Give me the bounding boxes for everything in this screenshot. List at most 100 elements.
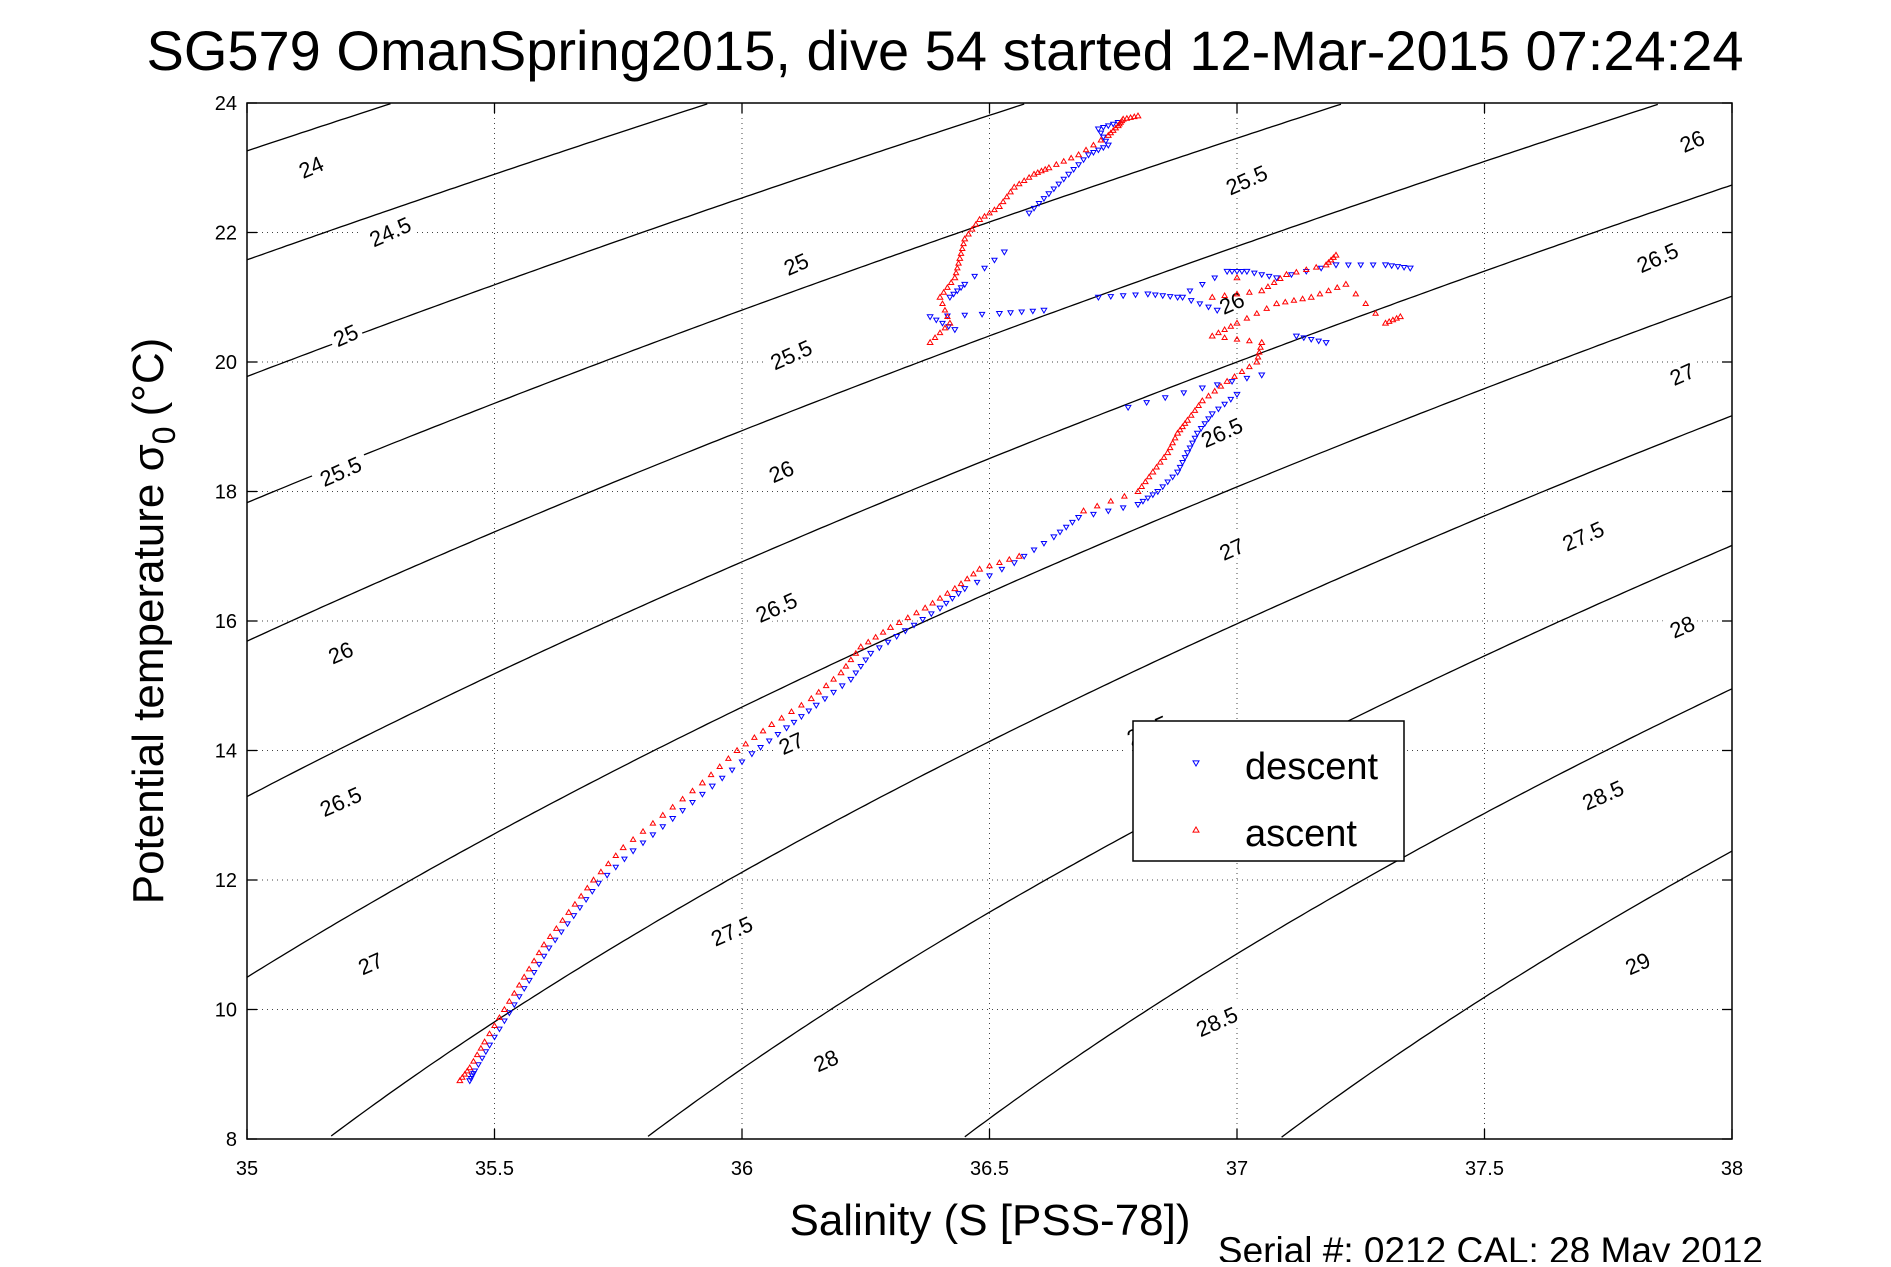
descent-point-fill-40-2 (1055, 181, 1063, 188)
ascent-point-fill-19-3 (1005, 555, 1013, 562)
ascent-point-40 (936, 293, 944, 300)
descent-point-fill-1-3 (482, 1049, 490, 1056)
ascent-point-fill-49-2 (1089, 141, 1097, 148)
descent-point-fill-39-2 (1035, 201, 1043, 207)
ascent-point-fill-41-1 (952, 269, 960, 276)
ascent-point-5 (540, 940, 548, 948)
y-tick-label-5: 18 (215, 482, 237, 504)
ascent-point-fill-30-1 (1245, 337, 1253, 344)
descent-point-fill-27-1 (1214, 406, 1222, 413)
descent-point-fill-51-3 (1317, 265, 1325, 272)
descent-point-40 (1045, 191, 1053, 198)
ascent-point-fill-4-1 (525, 965, 533, 972)
descent-point-fill-14-1 (852, 670, 860, 677)
ascent-point-fill-33-2 (1290, 296, 1298, 303)
ascent-point-31 (1208, 332, 1216, 339)
ascent-point-fill-32-1 (1243, 314, 1251, 321)
ascent-point-fill-50-3 (1112, 124, 1120, 131)
ascent-point-54 (1208, 293, 1216, 300)
ascent-point-fill-48-3 (1067, 154, 1075, 161)
descent-point-5 (545, 945, 553, 952)
contour-line-sigma-24-5 (246, 103, 708, 261)
ascent-point-fill-31-2 (1221, 326, 1229, 332)
ascent-point-fill-14-3 (852, 649, 860, 656)
ascent-point-59 (1233, 274, 1241, 281)
ascent-point-fill-3-2 (510, 989, 518, 996)
ascent-point-fill-54-3 (1245, 288, 1253, 295)
contour-label-bg-14 (1215, 156, 1277, 202)
ascent-point-0 (456, 1076, 464, 1084)
ascent-point-2 (480, 1038, 489, 1045)
ascent-point-fill-24-3 (1171, 434, 1179, 441)
ascent-point-fill-11-2 (750, 733, 758, 740)
contour-label-bg-8 (760, 331, 822, 377)
descent-point-fill-41-2 (1075, 162, 1083, 169)
ascent-point-fill-52-3 (1130, 113, 1138, 120)
ascent-point-fill-52-1 (1123, 114, 1131, 121)
descent-point-fill-49-3 (1238, 269, 1246, 275)
ascent-point-fill-12-2 (788, 708, 795, 714)
descent-point-fill-29-3 (1180, 390, 1188, 397)
descent-point-6 (570, 913, 578, 920)
descent-point-44 (1094, 126, 1103, 133)
ascent-point-fill-21-1 (1093, 502, 1101, 509)
ascent-point-44 (975, 215, 984, 223)
ascent-point-fill-25-3 (1181, 419, 1189, 426)
descent-point-49 (1223, 268, 1231, 276)
ascent-point-fill-23-2 (1156, 458, 1164, 465)
descent-point-fill-6-3 (588, 889, 596, 895)
descent-point-fill-7-1 (603, 872, 611, 879)
ascent-point-fill-41-2 (953, 264, 961, 271)
ascent-point-fill-26-1 (1187, 411, 1195, 418)
y-tick-label-4: 16 (215, 611, 237, 633)
ascent-point-fill-30-3 (1221, 334, 1229, 341)
ascent-point-fill-8-2 (639, 827, 647, 834)
ascent-point-7 (589, 876, 598, 883)
ascent-point-fill-55-2 (1270, 279, 1278, 286)
ascent-point-fill-31-3 (1227, 322, 1235, 329)
ascent-point-fill-42-1 (957, 249, 965, 256)
ascent-point-fill-43-2 (968, 225, 976, 232)
descent-point-fill-51-1 (1287, 272, 1295, 279)
contour-label-bg-13 (805, 1042, 845, 1077)
descent-point-11 (748, 751, 756, 758)
ascent-point-fill-26-3 (1195, 402, 1203, 409)
descent-point-55 (1292, 333, 1301, 340)
contour-label-12: 27.5 (700, 907, 762, 953)
ascent-point-fill-38-3 (941, 324, 949, 331)
ascent-point-45 (995, 202, 1004, 210)
descent-point-fill-46-1 (1107, 294, 1115, 301)
descent-point-32 (951, 327, 959, 334)
x-tick-label-1: 35.5 (475, 1158, 514, 1180)
y-tick-label-0: 8 (226, 1129, 237, 1151)
descent-point-fill-13-2 (830, 689, 838, 696)
ascent-point-fill-46-1 (1015, 180, 1023, 187)
ascent-point-fill-15-2 (872, 633, 880, 640)
descent-point-fill-26-1 (1197, 426, 1205, 432)
descent-point-fill-53-1 (1388, 263, 1396, 270)
descent-point-30 (1198, 385, 1207, 392)
descent-point-fill-2-2 (495, 1026, 503, 1033)
ascent-point-fill-38-2 (936, 329, 944, 336)
descent-point-fill-40-1 (1050, 186, 1058, 193)
contour-line-sigma-26-5 (246, 184, 1733, 798)
ascent-point-30 (1258, 338, 1266, 346)
ascent-point-fill-44-2 (986, 209, 993, 216)
ascent-point-fill-2-1 (486, 1030, 494, 1037)
ascent-point-fill-39-2 (941, 306, 949, 313)
descent-point-fill-52-1 (1344, 262, 1352, 269)
contour-label-bg-5 (309, 778, 371, 823)
descent-point-fill-1-2 (478, 1055, 486, 1062)
descent-point-fill-12-2 (797, 714, 805, 721)
ascent-point-34 (1307, 293, 1315, 300)
ascent-point-fill-1-1 (469, 1057, 477, 1064)
descent-point-42 (1084, 152, 1093, 159)
descent-point-fill-6-2 (582, 897, 590, 904)
ascent-point-fill-56-2 (1302, 266, 1310, 273)
descent-point-fill-3-1 (510, 1002, 518, 1009)
ascent-point-fill-9-3 (689, 787, 696, 794)
descent-point-46 (1094, 294, 1103, 302)
contour-label-14: 25.5 (1215, 156, 1277, 202)
descent-point-17 (936, 605, 944, 612)
ascent-point-fill-7-2 (604, 860, 612, 867)
